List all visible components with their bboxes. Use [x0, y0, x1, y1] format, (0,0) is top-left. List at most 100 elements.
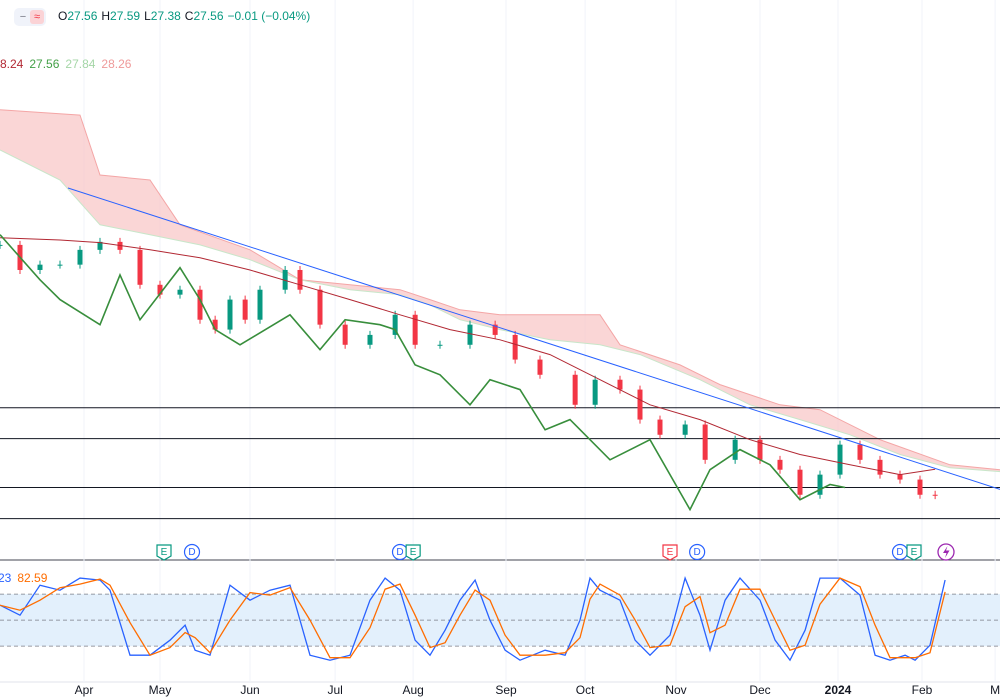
candle — [177, 289, 183, 295]
candle — [57, 264, 63, 266]
event-badge — [405, 544, 421, 561]
candle — [837, 444, 843, 475]
indicator-line — [0, 234, 846, 512]
candle — [412, 314, 418, 345]
ohlc-value: 27.38 — [150, 9, 181, 23]
candle — [877, 459, 883, 475]
event-label: D — [896, 547, 903, 558]
candle — [777, 459, 783, 470]
event-marker[interactable]: E — [662, 544, 678, 561]
x-tick-label: May — [149, 683, 172, 697]
event-marker[interactable]: E — [405, 544, 421, 561]
candle — [617, 379, 623, 390]
stochastic-line — [0, 576, 946, 662]
x-tick-label: 2024 — [825, 683, 852, 697]
event-marker[interactable]: D — [183, 543, 201, 561]
candle — [212, 319, 218, 330]
candle — [932, 494, 938, 496]
candle — [757, 439, 763, 460]
x-tick-label: Apr — [75, 683, 94, 697]
event-label: E — [667, 547, 674, 558]
ichimoku-values: 8.24 27.56 27.84 28.26 — [0, 57, 137, 71]
candle — [257, 289, 263, 320]
ohlc-legend: O27.56 H27.59 L27.38 C27.56 −0.01 (−0.04%) — [58, 9, 314, 23]
candle — [592, 379, 598, 405]
candle — [77, 249, 83, 265]
x-tick-label: Nov — [665, 683, 686, 697]
event-marker[interactable]: D — [391, 543, 409, 561]
candle — [732, 439, 738, 460]
candle — [0, 244, 3, 246]
x-tick-label: Feb — [912, 683, 933, 697]
event-label: D — [396, 547, 403, 558]
x-tick-label: Jul — [327, 683, 342, 697]
x-tick-label: Sep — [495, 683, 517, 697]
candle — [917, 479, 923, 495]
event-badge — [156, 544, 172, 561]
candle — [572, 374, 578, 405]
candle — [537, 359, 543, 375]
candle — [227, 299, 233, 330]
candle — [657, 419, 663, 435]
alert-icon[interactable] — [937, 543, 955, 561]
ohlc-value: 27.56 — [193, 9, 224, 23]
background-layer — [83, 0, 996, 682]
x-tick-label: Dec — [749, 683, 770, 697]
x-tick-label: M — [990, 683, 1000, 697]
event-marker[interactable]: E — [906, 544, 922, 561]
candle — [392, 314, 398, 335]
event-badge — [689, 543, 706, 561]
event-label: D — [188, 547, 195, 558]
candle — [282, 269, 288, 290]
candle — [242, 299, 248, 320]
candle — [637, 389, 643, 420]
event-marker[interactable]: D — [689, 543, 706, 561]
candle — [37, 264, 43, 270]
ichimoku-cloud — [0, 109, 1000, 472]
candle — [702, 424, 708, 460]
cloud-span-line — [0, 109, 1000, 471]
candle — [897, 474, 903, 480]
indicator-line — [67, 187, 1000, 490]
price-change: −0.01 (−0.04%) — [227, 9, 311, 23]
oscillator-value: 23 — [0, 571, 12, 585]
candle — [682, 424, 688, 435]
candle — [157, 284, 163, 295]
event-badge — [183, 543, 201, 561]
event-label: E — [410, 547, 417, 558]
candle — [97, 241, 103, 250]
event-label: E — [161, 547, 168, 558]
candle — [297, 269, 303, 290]
stochastic-values: 23 82.59 — [0, 571, 53, 585]
indicator-value: 28.26 — [101, 57, 132, 71]
indicator-value: 27.84 — [65, 57, 96, 71]
candle — [797, 469, 803, 495]
candle — [317, 289, 323, 325]
ohlc-key: C — [184, 9, 194, 23]
event-marker[interactable]: E — [156, 544, 172, 561]
candle — [437, 344, 443, 346]
event-marker[interactable]: D — [891, 543, 909, 561]
candle — [342, 324, 348, 345]
x-tick-label: Oct — [576, 683, 595, 697]
candle — [467, 324, 473, 345]
candle — [197, 289, 203, 320]
event-badge — [906, 544, 922, 561]
candle — [492, 324, 498, 335]
ohlc-key: H — [101, 9, 111, 23]
legend-toggle[interactable]: − ≈ — [14, 8, 46, 26]
candle — [512, 334, 518, 360]
event-badge — [662, 544, 678, 561]
ohlc-key: L — [144, 9, 151, 23]
indicator-line — [0, 237, 936, 476]
x-tick-label: Aug — [402, 683, 423, 697]
candle — [857, 444, 863, 460]
ohlc-value: 27.59 — [110, 9, 141, 23]
indicator-value: 27.56 — [29, 57, 60, 71]
cloud-span-line — [0, 149, 1000, 473]
oscillator-value: 82.59 — [17, 571, 48, 585]
stochastic-line — [0, 577, 946, 659]
candle — [137, 249, 143, 285]
